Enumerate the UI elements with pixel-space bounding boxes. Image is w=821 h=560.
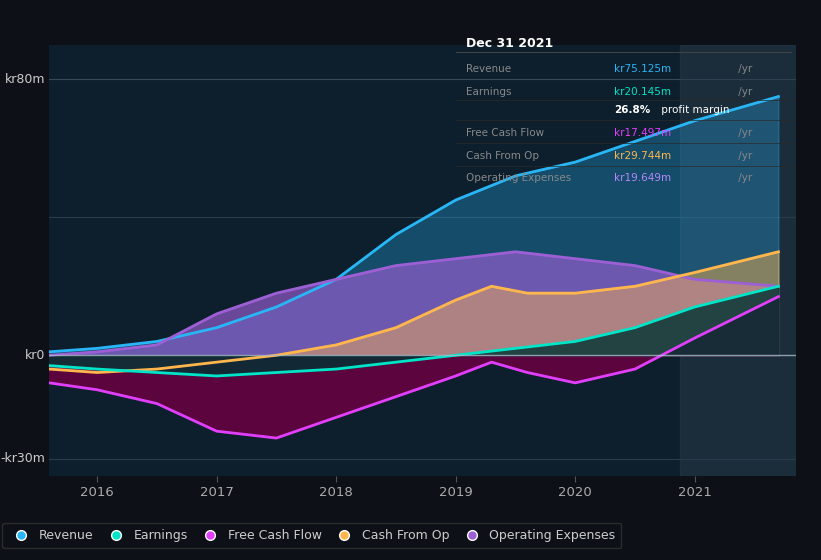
Text: /yr: /yr <box>735 128 752 138</box>
Text: kr19.649m: kr19.649m <box>614 172 671 183</box>
Text: /yr: /yr <box>735 151 752 161</box>
Text: Revenue: Revenue <box>466 64 511 74</box>
Text: kr80m: kr80m <box>5 73 45 86</box>
Bar <box>681 45 796 476</box>
Text: profit margin: profit margin <box>658 105 729 115</box>
Text: /yr: /yr <box>735 87 752 97</box>
Text: Cash From Op: Cash From Op <box>466 151 539 161</box>
Text: Free Cash Flow: Free Cash Flow <box>466 128 544 138</box>
Text: kr17.497m: kr17.497m <box>614 128 671 138</box>
Text: 26.8%: 26.8% <box>614 105 650 115</box>
Text: kr20.145m: kr20.145m <box>614 87 671 97</box>
Text: Dec 31 2021: Dec 31 2021 <box>466 38 553 50</box>
Text: Operating Expenses: Operating Expenses <box>466 172 571 183</box>
Text: -kr30m: -kr30m <box>1 452 45 465</box>
Text: /yr: /yr <box>735 64 752 74</box>
Text: /yr: /yr <box>735 172 752 183</box>
Text: kr29.744m: kr29.744m <box>614 151 671 161</box>
Text: Earnings: Earnings <box>466 87 511 97</box>
Text: kr0: kr0 <box>25 349 45 362</box>
Text: kr75.125m: kr75.125m <box>614 64 671 74</box>
Legend: Revenue, Earnings, Free Cash Flow, Cash From Op, Operating Expenses: Revenue, Earnings, Free Cash Flow, Cash … <box>2 522 621 548</box>
